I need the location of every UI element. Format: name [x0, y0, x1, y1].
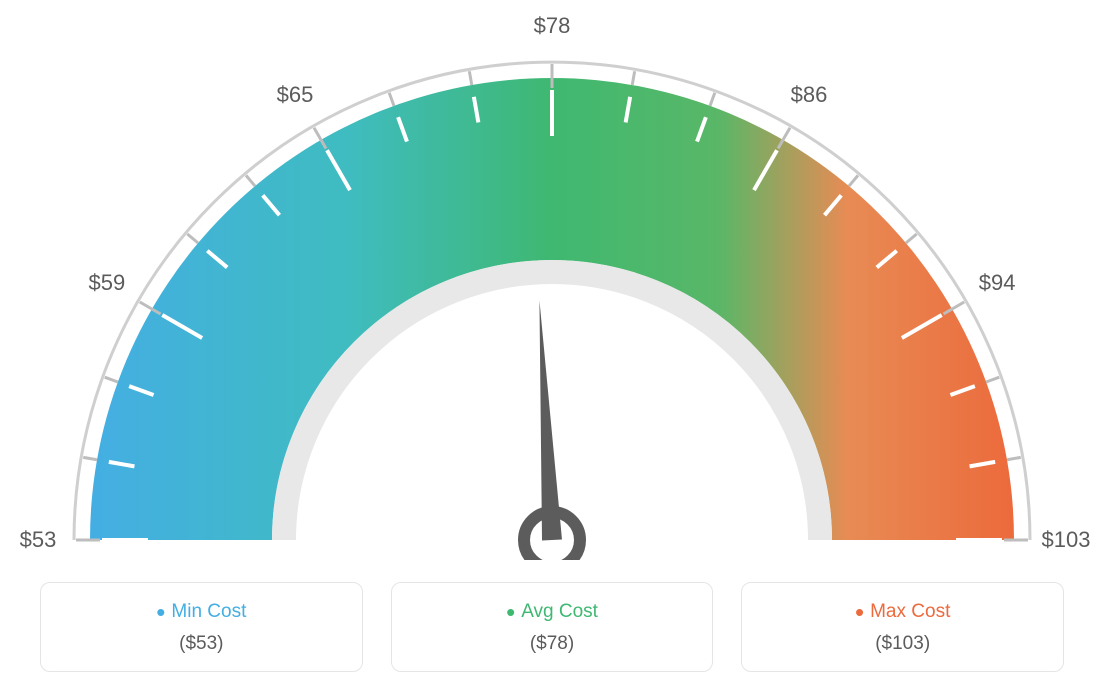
gauge-tick-outer — [849, 175, 858, 186]
gauge-scale-label: $53 — [20, 527, 57, 553]
gauge-tick-outer — [187, 234, 198, 243]
gauge-tick-outer — [105, 377, 118, 382]
gauge-scale-label: $86 — [791, 82, 828, 108]
gauge-needle — [539, 300, 562, 540]
gauge-chart: $53 $59 $65 $78 $86 $94 $103 — [0, 0, 1104, 560]
gauge-tick-outer — [83, 457, 97, 459]
legend-title-text: Avg Cost — [521, 601, 598, 622]
gauge-tick-outer — [246, 175, 255, 186]
gauge-tick-outer — [906, 234, 917, 243]
gauge-tick-outer — [389, 93, 394, 106]
gauge-scale-label: $59 — [89, 270, 126, 296]
gauge-tick-outer — [1007, 457, 1021, 459]
legend-dot-icon: • — [156, 597, 165, 627]
gauge-tick-outer — [632, 71, 634, 85]
gauge-scale-label: $78 — [534, 13, 571, 39]
legend-title: •Max Cost — [752, 601, 1053, 623]
gauge-scale-label: $103 — [1042, 527, 1091, 553]
legend-value: ($53) — [51, 633, 352, 655]
gauge-svg — [0, 0, 1104, 560]
legend-title: •Min Cost — [51, 601, 352, 623]
gauge-scale-label: $65 — [277, 82, 314, 108]
legend-title-text: Max Cost — [870, 601, 950, 622]
legend-dot-icon: • — [506, 597, 515, 627]
gauge-tick-outer — [986, 377, 999, 382]
gauge-scale-label: $94 — [979, 270, 1016, 296]
gauge-tick-outer — [469, 71, 471, 85]
legend-card: •Min Cost($53) — [40, 582, 363, 672]
legend-value: ($78) — [402, 633, 703, 655]
legend-title: •Avg Cost — [402, 601, 703, 623]
legend-card: •Max Cost($103) — [741, 582, 1064, 672]
legend-title-text: Min Cost — [171, 601, 246, 622]
legend-value: ($103) — [752, 633, 1053, 655]
legend-dot-icon: • — [855, 597, 864, 627]
legend-row: •Min Cost($53)•Avg Cost($78)•Max Cost($1… — [40, 582, 1064, 672]
legend-card: •Avg Cost($78) — [391, 582, 714, 672]
gauge-tick-outer — [710, 93, 715, 106]
